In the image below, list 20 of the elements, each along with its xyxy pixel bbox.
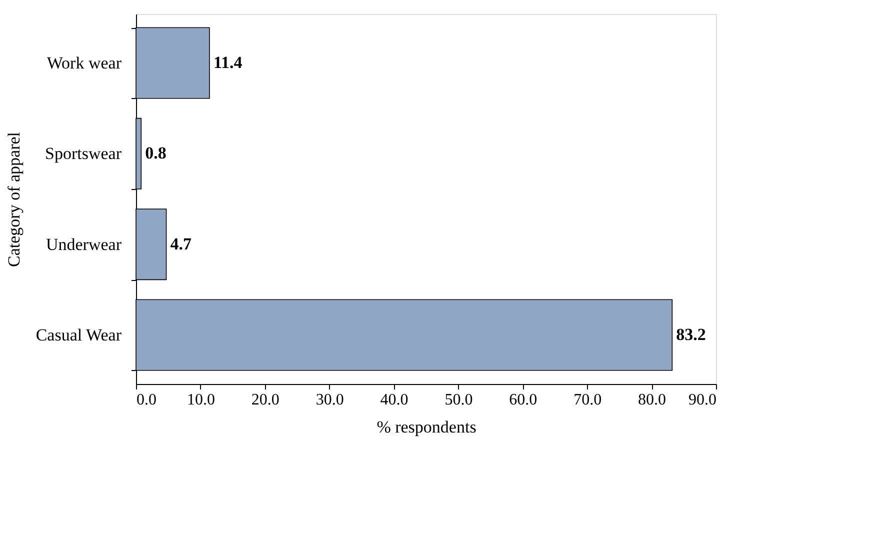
x-tick-label: 70.0	[574, 392, 602, 408]
y-tick-label: Sportswear	[45, 144, 122, 164]
x-axis-title: % respondents	[376, 418, 476, 436]
data-label: 83.2	[676, 325, 706, 344]
data-label: 4.7	[170, 234, 192, 254]
x-tick-label: 90.0	[688, 392, 716, 408]
data-label: 11.4	[213, 52, 243, 72]
y-tick-label: Work wear	[46, 53, 122, 72]
x-tick-label: 60.0	[509, 392, 538, 408]
y-axis-title: Category of apparel	[4, 132, 24, 267]
x-tick-label: 30.0	[316, 392, 344, 408]
x-tick-label: 80.0	[638, 392, 666, 408]
y-tick-label: Casual Wear	[36, 326, 122, 345]
x-tick-label: 10.0	[186, 392, 215, 408]
x-tick-label: 20.0	[251, 392, 280, 408]
x-tick-label: 40.0	[380, 392, 408, 408]
data-label: 0.8	[145, 144, 166, 163]
x-tick-label: 50.0	[444, 392, 473, 408]
y-tick-label: Underwear	[46, 234, 122, 254]
x-tick-label: 0.0	[136, 392, 156, 408]
